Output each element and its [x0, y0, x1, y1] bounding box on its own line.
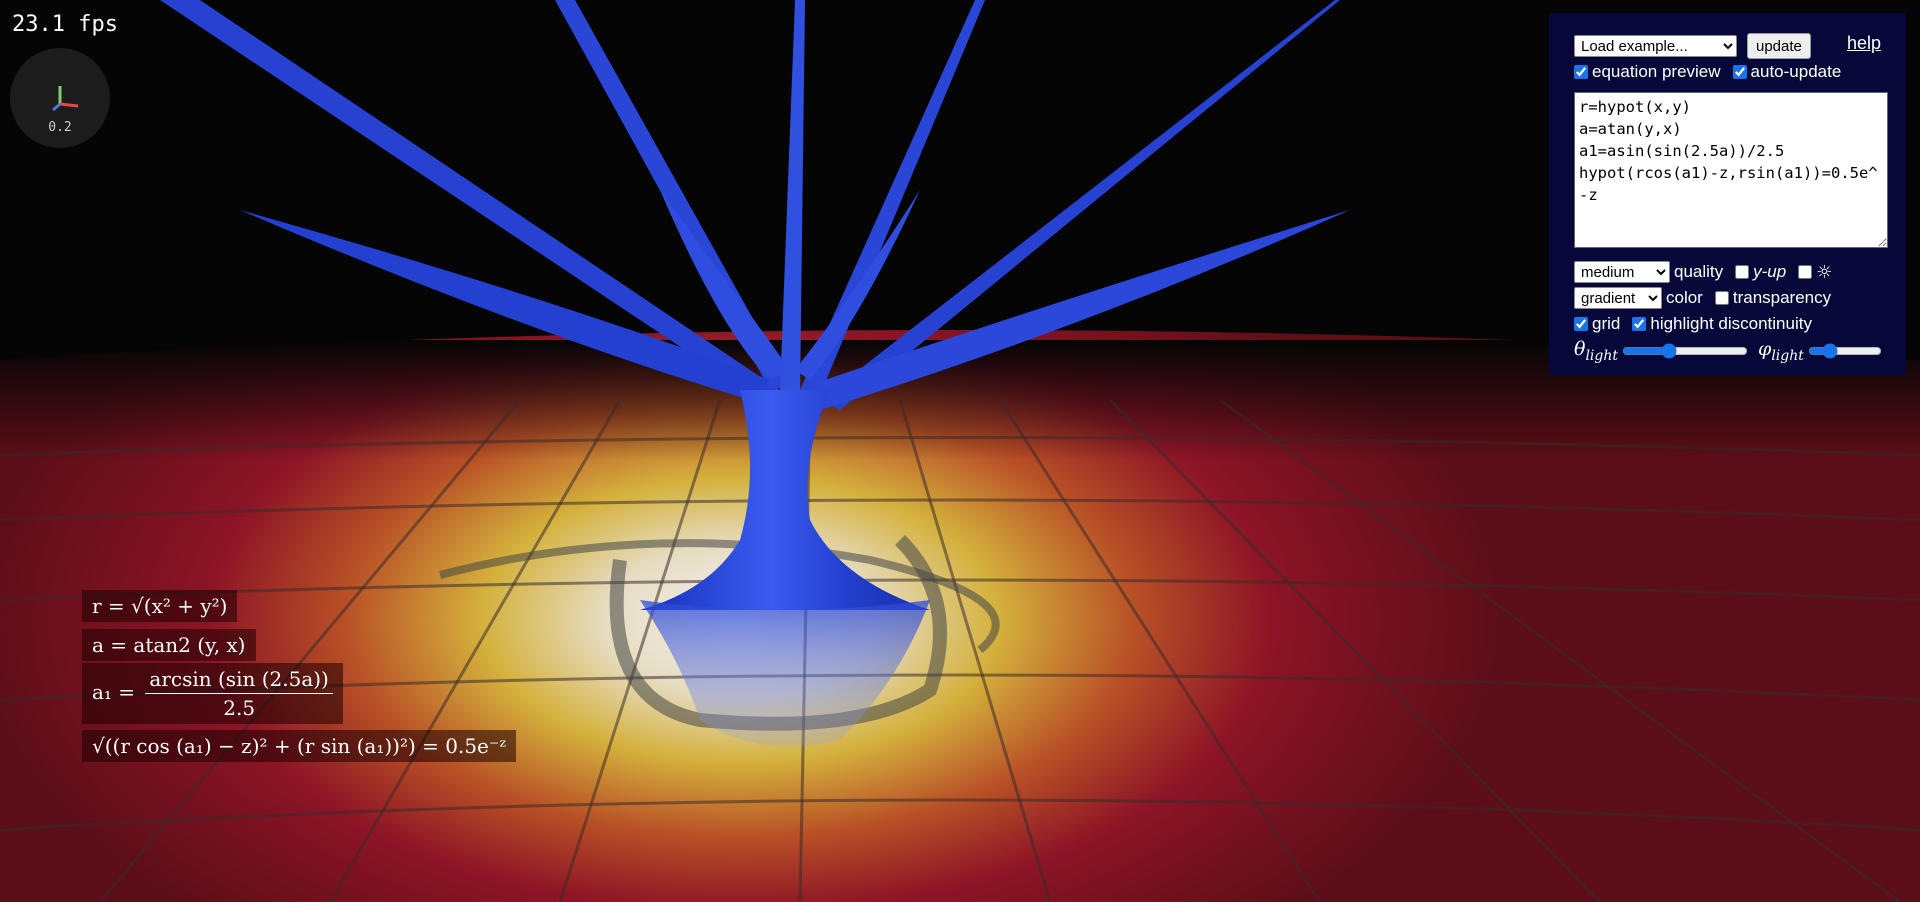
theta-light-slider[interactable] — [1622, 343, 1749, 359]
color-select[interactable]: gradient — [1574, 287, 1662, 309]
phi-light-label: φlight — [1758, 338, 1804, 364]
equation-preview-4: √((r cos (a₁) − z)² + (r sin (a₁))²) = 0… — [82, 730, 517, 762]
fps-counter: 23.1 fps — [12, 12, 118, 37]
auto-update-label: auto-update — [1750, 62, 1842, 81]
color-label: color — [1666, 288, 1703, 307]
help-link[interactable]: help — [1846, 32, 1881, 53]
axis-icon — [52, 86, 79, 112]
phi-light-slider[interactable] — [1807, 343, 1882, 359]
y-up-checkbox[interactable] — [1735, 265, 1750, 279]
equation-preview-2: a = atan2 (y, x) — [82, 629, 256, 661]
equation-preview-checkbox[interactable] — [1574, 65, 1588, 79]
grid-label: grid — [1592, 314, 1621, 333]
equation-input[interactable]: r=hypot(x,y) a=atan(y,x) a1=asin(sin(2.5… — [1574, 92, 1888, 248]
quality-label: quality — [1674, 262, 1724, 281]
highlight-discontinuity-checkbox[interactable] — [1632, 317, 1647, 331]
update-button[interactable]: update — [1747, 33, 1811, 59]
y-up-label: y-up — [1753, 262, 1787, 281]
example-select[interactable]: Load example... — [1574, 35, 1737, 57]
floor-grid — [0, 398, 1920, 902]
equation-preview-1: r = √(x² + y²) — [82, 590, 238, 622]
sun-icon: ☼ — [1816, 261, 1833, 283]
equation-preview-label: equation preview — [1592, 62, 1721, 81]
equation-preview-3: a₁ = arcsin (sin (2.5a)) 2.5 — [82, 663, 343, 724]
control-panel: Load example... update help equation pre… — [1549, 13, 1906, 375]
transparency-label: transparency — [1732, 288, 1832, 307]
grid-checkbox[interactable] — [1574, 317, 1588, 331]
axis-gizmo[interactable]: 0.2 — [10, 48, 110, 148]
axis-scale-label: 0.2 — [48, 120, 72, 135]
quality-select[interactable]: medium — [1574, 261, 1670, 283]
highlight-discontinuity-label: highlight discontinuity — [1650, 314, 1812, 333]
theta-light-label: θlight — [1574, 338, 1619, 364]
auto-update-checkbox[interactable] — [1732, 65, 1747, 79]
surface-plot — [160, 0, 1350, 747]
light-checkbox[interactable] — [1798, 265, 1813, 279]
transparency-checkbox[interactable] — [1714, 291, 1729, 305]
